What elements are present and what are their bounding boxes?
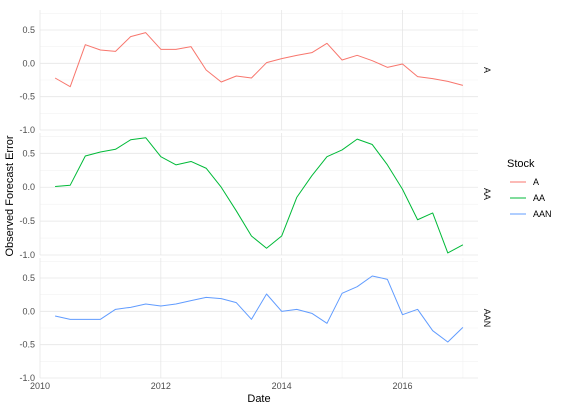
y-tick-label: -0.5 — [19, 216, 35, 226]
y-tick-labels: -1.0 -0.5 0.0 0.5 -1.0 -0.5 0.0 0.5 -1.0 -0.5 0.0 0… — [19, 25, 35, 383]
panel-aa: AA — [39, 133, 492, 256]
legend-title: Stock — [507, 158, 535, 170]
x-tick-labels: 2010 2012 2014 2016 — [30, 381, 413, 391]
y-tick-label: 0.5 — [22, 25, 35, 35]
legend-label-aa: AA — [533, 193, 545, 203]
x-tick-label: 2010 — [30, 381, 50, 391]
series-line-aa — [55, 137, 464, 254]
y-tick-label: 0.0 — [22, 58, 35, 68]
x-tick-label: 2014 — [272, 381, 292, 391]
x-axis-title: Date — [247, 393, 270, 405]
y-tick-label: 0.5 — [22, 273, 35, 283]
legend-label-a: A — [533, 177, 539, 187]
series-line-aan — [54, 275, 464, 343]
y-tick-label: -1.0 — [19, 125, 35, 135]
y-tick-label: -0.5 — [19, 340, 35, 350]
y-tick-label: -1.0 — [19, 250, 35, 260]
facet-strip-label: A — [482, 67, 492, 73]
facet-strip-label: AAN — [482, 309, 492, 328]
y-tick-label: 0.0 — [22, 306, 35, 316]
y-tick-label: -0.5 — [19, 92, 35, 102]
y-tick-label: 0.5 — [22, 148, 35, 158]
facet-strip-label: AA — [482, 188, 492, 200]
x-tick-label: 2012 — [151, 381, 171, 391]
y-tick-label: 0.0 — [22, 182, 35, 192]
x-tick-label: 2016 — [392, 381, 412, 391]
series-line-a — [54, 32, 464, 88]
panel-a: A — [39, 10, 492, 131]
y-tick-label: -1.0 — [19, 373, 35, 383]
panel-aan: AAN — [39, 258, 492, 379]
legend-label-aan: AAN — [533, 209, 552, 219]
y-axis-title: Observed Forecast Error — [4, 135, 16, 256]
